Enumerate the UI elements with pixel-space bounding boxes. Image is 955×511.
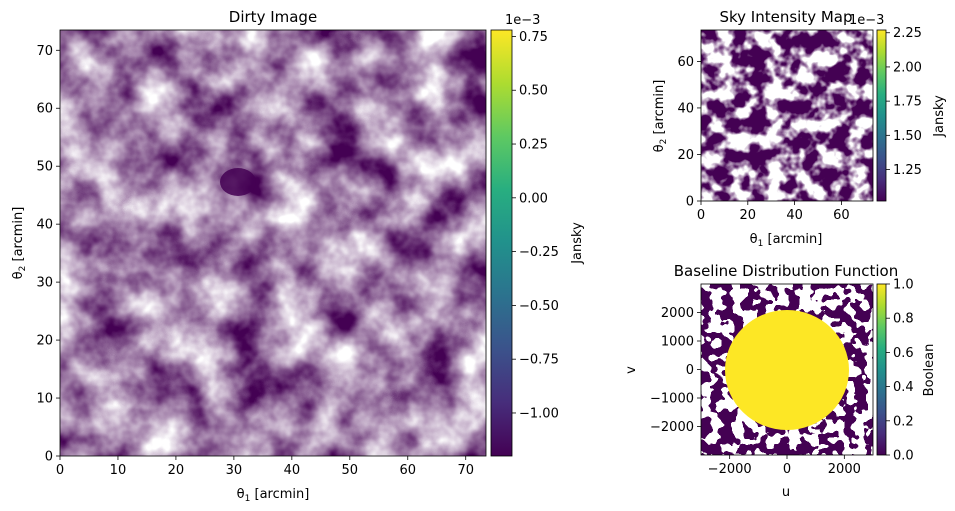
dirty-image-colorbar-tick-label: 0.25 <box>519 138 548 153</box>
sky-intensity-title: Sky Intensity Map <box>719 8 852 26</box>
dirty-image-xtick-label: 50 <box>342 463 359 478</box>
dirty-image-ytick-label: 0 <box>45 450 53 465</box>
sky-intensity-colorbar-ticks: 2.25 2.00 1.75 1.50 1.25 <box>886 26 922 178</box>
dirty-image-x-axis: 0 10 20 30 40 50 60 70 <box>56 456 474 478</box>
baseline-distribution-colorbar <box>876 283 887 456</box>
dirty-image-colorbar-tick-label: −0.25 <box>519 245 559 260</box>
baseline-distribution-core <box>725 310 849 430</box>
baseline-distribution-colorbar-tick-label: 0.8 <box>893 312 914 327</box>
dirty-image-y-axis: 0 10 20 30 40 50 60 70 <box>36 44 60 465</box>
dirty-image-frame <box>59 29 487 457</box>
baseline-distribution-ytick-label: 2000 <box>661 306 694 321</box>
baseline-distribution-panel: Baseline Distribution Function −2000 0 200… <box>624 262 937 500</box>
dirty-image-ytick-label: 10 <box>36 392 53 407</box>
dirty-image-ytick-label: 50 <box>36 160 53 175</box>
dirty-image-xtick-label: 0 <box>56 463 64 478</box>
sky-intensity-colorbar-tick-label: 1.50 <box>893 129 922 144</box>
dirty-image-colorbar-tick-label: −1.00 <box>519 406 559 421</box>
sky-intensity-xtick-label: 0 <box>697 208 705 223</box>
sky-intensity-heatmap <box>701 30 873 201</box>
sky-intensity-colorbar-tick-label: 2.00 <box>893 60 922 75</box>
baseline-distribution-title: Baseline Distribution Function <box>674 262 898 280</box>
sky-intensity-ylabel: θ2 [arcmin] <box>652 80 669 153</box>
baseline-distribution-colorbar-tick-label: 0.2 <box>893 414 914 429</box>
sky-intensity-xtick-label: 20 <box>740 208 757 223</box>
dirty-image-xtick-label: 70 <box>457 463 474 478</box>
sky-intensity-ytick-label: 40 <box>677 101 694 116</box>
dirty-image-colorbar <box>490 29 513 457</box>
dirty-image-xtick-label: 60 <box>399 463 416 478</box>
dirty-image-xtick-label: 40 <box>284 463 301 478</box>
sky-intensity-x-axis: 0 20 40 60 <box>697 201 850 223</box>
baseline-distribution-ytick-label: 1000 <box>661 335 694 350</box>
sky-intensity-ytick-label: 20 <box>677 148 694 163</box>
dirty-image-colorbar-tick-label: 0.75 <box>519 30 548 45</box>
dirty-image-colorbar-label: Jansky <box>570 222 585 265</box>
sky-intensity-xtick-label: 60 <box>833 208 850 223</box>
dirty-image-ytick-label: 30 <box>36 276 53 291</box>
baseline-distribution-ylabel: v <box>624 366 639 374</box>
baseline-distribution-colorbar-tick-label: 0.4 <box>893 380 914 395</box>
sky-intensity-colorbar-label: Jansky <box>932 95 947 138</box>
baseline-distribution-ytick-label: −1000 <box>650 392 694 407</box>
baseline-distribution-xtick-label: 0 <box>783 462 791 477</box>
sky-intensity-colorbar <box>876 29 887 202</box>
dirty-image-title: Dirty Image <box>229 8 317 26</box>
sky-intensity-colorbar-tick-label: 1.25 <box>893 163 922 178</box>
dirty-image-xtick-label: 10 <box>110 463 127 478</box>
baseline-distribution-xtick-label: 2000 <box>828 462 861 477</box>
sky-intensity-colorbar-tick-label: 1.75 <box>893 95 922 110</box>
dirty-image-panel: Dirty Image 0 10 20 30 40 50 60 70 0 10 20 30 40 50 6… <box>11 8 585 504</box>
baseline-distribution-colorbar-tick-label: 1.0 <box>893 278 914 293</box>
dirty-image-ytick-label: 70 <box>36 44 53 59</box>
dirty-image-heatmap <box>60 30 486 456</box>
baseline-distribution-colorbar-ticks: 1.0 0.8 0.6 0.4 0.2 0.0 <box>886 278 914 464</box>
dirty-image-colorbar-ticks: 0.75 0.50 0.25 0.00 −0.25 −0.50 −0.75 −1.00 <box>512 30 559 421</box>
dirty-image-xlabel: θ1 [arcmin] <box>237 487 310 504</box>
dirty-image-colorbar-tick-label: 0.00 <box>519 191 548 206</box>
baseline-distribution-xlabel: u <box>782 485 790 500</box>
baseline-distribution-colorbar-label: Boolean <box>922 344 937 397</box>
sky-intensity-panel: Sky Intensity Map 0 20 40 60 0 20 40 60 θ1 [ar… <box>652 8 947 249</box>
baseline-distribution-y-axis: 2000 1000 0 −1000 −2000 <box>650 306 701 435</box>
sky-intensity-xtick-label: 40 <box>786 208 803 223</box>
dirty-image-ytick-label: 60 <box>36 102 53 117</box>
sky-intensity-colorbar-scale: 1e−3 <box>849 13 884 28</box>
baseline-distribution-x-axis: −2000 0 2000 <box>708 455 861 477</box>
sky-intensity-colorbar-tick-label: 2.25 <box>893 26 922 41</box>
dirty-image-ytick-label: 40 <box>36 218 53 233</box>
baseline-distribution-colorbar-tick-label: 0.0 <box>893 449 914 464</box>
baseline-distribution-ytick-label: −2000 <box>650 420 694 435</box>
dirty-image-xtick-label: 20 <box>168 463 185 478</box>
dirty-image-dark-spot <box>220 168 256 196</box>
baseline-distribution-xtick-label: −2000 <box>708 462 752 477</box>
dirty-image-ylabel: θ2 [arcmin] <box>11 207 28 280</box>
sky-intensity-ytick-label: 0 <box>686 195 694 210</box>
sky-intensity-xlabel: θ1 [arcmin] <box>750 232 823 249</box>
sky-intensity-frame <box>700 29 874 202</box>
sky-intensity-ytick-label: 60 <box>677 55 694 70</box>
baseline-distribution-ytick-label: 0 <box>686 363 694 378</box>
dirty-image-colorbar-tick-label: −0.50 <box>519 299 559 314</box>
dirty-image-colorbar-tick-label: −0.75 <box>519 353 559 368</box>
dirty-image-colorbar-tick-label: 0.50 <box>519 84 548 99</box>
dirty-image-xtick-label: 30 <box>226 463 243 478</box>
dirty-image-ytick-label: 20 <box>36 334 53 349</box>
sky-intensity-y-axis: 0 20 40 60 <box>677 55 701 210</box>
dirty-image-colorbar-scale: 1e−3 <box>505 13 540 28</box>
baseline-distribution-colorbar-tick-label: 0.6 <box>893 346 914 361</box>
